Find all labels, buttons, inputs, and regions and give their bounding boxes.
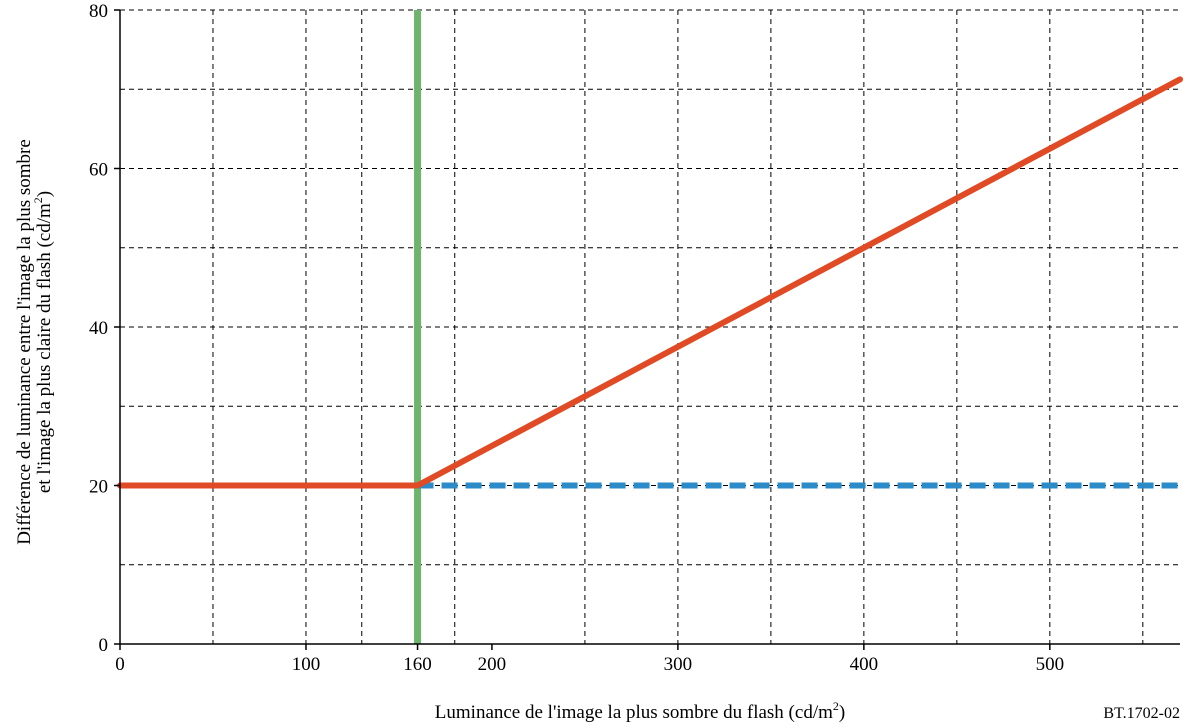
x-tick-label: 500 (1036, 654, 1065, 675)
y-axis-title-line1: Différence de luminance entre l'image la… (14, 139, 35, 545)
x-tick-label: 300 (664, 654, 693, 675)
y-axis-title-line2: et l'image la plus claire du flash (cd/m… (31, 191, 55, 493)
x-tick-label: 200 (478, 654, 507, 675)
tick-labels: 0 100 160 200 300 400 500 0 20 40 60 80 (89, 1, 1064, 675)
y-tick-label: 20 (89, 477, 108, 498)
y-tick-label: 60 (89, 160, 108, 181)
series-group (117, 10, 1183, 644)
figure-reference: BT.1702-02 (1103, 705, 1180, 722)
grid (120, 9, 1180, 644)
series-line (117, 76, 1183, 489)
x-tick-label: 400 (850, 654, 879, 675)
y-tick-label: 0 (99, 635, 109, 656)
x-tick-label: 100 (292, 654, 321, 675)
x-tick-label: 160 (403, 654, 432, 675)
y-tick-label: 80 (89, 1, 108, 22)
y-tick-label: 40 (89, 318, 108, 339)
x-tick-label: 0 (115, 654, 125, 675)
x-axis-title: Luminance de l'image la plus sombre du f… (435, 699, 845, 723)
